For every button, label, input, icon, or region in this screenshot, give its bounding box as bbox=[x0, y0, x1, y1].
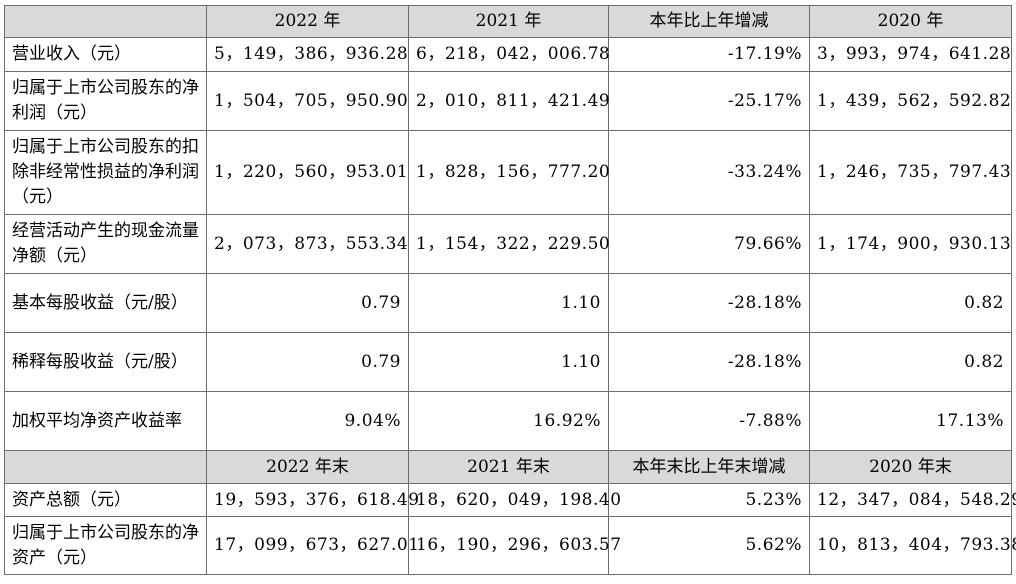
header-cell-2022-end: 2022 年末 bbox=[206, 450, 409, 484]
value-2020: 1，439，562，592.82 bbox=[809, 71, 1012, 131]
value-end-change: 5.62% bbox=[608, 516, 810, 575]
value-end-change: 5.23% bbox=[608, 483, 810, 517]
row-label: 基本每股收益（元/股） bbox=[4, 273, 207, 333]
value-2021-end: 18，620，049，198.40 bbox=[408, 483, 621, 517]
value-2021: 16.92% bbox=[408, 391, 609, 451]
value-2021: 1，154，322，229.50 bbox=[408, 214, 610, 274]
value-2021: 6，218，042，006.78 bbox=[408, 37, 610, 72]
table-row-revenue: 营业收入（元） 5，149，386，936.28 6，218，042，006.7… bbox=[4, 37, 1012, 72]
header-cell bbox=[4, 5, 207, 38]
value-2022: 9.04% bbox=[206, 391, 409, 451]
header-row-annual: 2022 年 2021 年 本年比上年增减 2020 年 bbox=[4, 5, 1012, 38]
table-row-roe: 加权平均净资产收益率 9.04% 16.92% -7.88% 17.13% bbox=[4, 391, 1012, 451]
value-2021: 1，828，156，777.20 bbox=[408, 130, 610, 215]
header-cell-2020-end: 2020 年末 bbox=[809, 450, 1012, 484]
value-2020: 0.82 bbox=[809, 332, 1012, 392]
header-cell-2021-end: 2021 年末 bbox=[408, 450, 609, 484]
row-label: 归属于上市公司股东的扣除非经常性损益的净利润（元） bbox=[4, 130, 207, 215]
value-2022-end: 17，099，673，627.01 bbox=[206, 516, 419, 575]
table-row-total-assets: 资产总额（元） 19，593，376，618.49 18，620，049，198… bbox=[4, 483, 1016, 517]
table-row-net-assets: 归属于上市公司股东的净资产（元） 17，099，673，627.01 16，19… bbox=[4, 516, 1016, 575]
row-label: 归属于上市公司股东的净资产（元） bbox=[4, 516, 207, 575]
value-2022: 0.79 bbox=[206, 332, 409, 392]
value-2021: 1.10 bbox=[408, 332, 609, 392]
value-2020: 1，174，900，930.13 bbox=[809, 214, 1012, 274]
value-2022: 2，073，873，553.34 bbox=[206, 214, 409, 274]
value-2022: 1，504，705，950.90 bbox=[206, 71, 409, 131]
value-2022: 5，149，386，936.28 bbox=[206, 37, 409, 72]
value-2020-end: 10，813，404，793.38 bbox=[809, 516, 1016, 575]
value-change: 79.66% bbox=[608, 214, 810, 274]
row-label: 加权平均净资产收益率 bbox=[4, 391, 207, 451]
header-cell-2020: 2020 年 bbox=[809, 5, 1012, 38]
value-2022-end: 19，593，376，618.49 bbox=[206, 483, 419, 517]
value-2021-end: 16，190，296，603.57 bbox=[408, 516, 621, 575]
value-change: -17.19% bbox=[608, 37, 810, 72]
header-cell-change: 本年比上年增减 bbox=[608, 5, 810, 38]
row-label: 归属于上市公司股东的净利润（元） bbox=[4, 71, 207, 131]
table-row-net-profit: 归属于上市公司股东的净利润（元） 1，504，705，950.90 2，010，… bbox=[4, 71, 1012, 131]
row-label: 营业收入（元） bbox=[4, 37, 207, 72]
value-2021: 1.10 bbox=[408, 273, 609, 333]
header-row-year-end: 2022 年末 2021 年末 本年末比上年末增减 2020 年末 bbox=[4, 450, 1012, 484]
header-cell-2022: 2022 年 bbox=[206, 5, 409, 38]
value-change: -33.24% bbox=[608, 130, 810, 215]
value-2021: 2，010，811，421.49 bbox=[408, 71, 610, 131]
value-2022: 0.79 bbox=[206, 273, 409, 333]
value-2020-end: 12，347，084，548.29 bbox=[809, 483, 1016, 517]
value-2020: 0.82 bbox=[809, 273, 1012, 333]
header-cell-end-change: 本年末比上年末增减 bbox=[608, 450, 810, 484]
value-2020: 17.13% bbox=[809, 391, 1012, 451]
value-2022: 1，220，560，953.01 bbox=[206, 130, 409, 215]
value-2020: 3，993，974，641.28 bbox=[809, 37, 1012, 72]
financial-summary-table: 2022 年 2021 年 本年比上年增减 2020 年 营业收入（元） 5，1… bbox=[4, 5, 1016, 575]
value-2020: 1，246，735，797.43 bbox=[809, 130, 1012, 215]
table-row-net-profit-excl: 归属于上市公司股东的扣除非经常性损益的净利润（元） 1，220，560，953.… bbox=[4, 130, 1012, 215]
header-cell-2021: 2021 年 bbox=[408, 5, 609, 38]
value-change: -25.17% bbox=[608, 71, 810, 131]
table-row-basic-eps: 基本每股收益（元/股） 0.79 1.10 -28.18% 0.82 bbox=[4, 273, 1012, 333]
value-change: -28.18% bbox=[608, 332, 810, 392]
header-cell bbox=[4, 450, 207, 484]
row-label: 经营活动产生的现金流量净额（元） bbox=[4, 214, 207, 274]
table-row-diluted-eps: 稀释每股收益（元/股） 0.79 1.10 -28.18% 0.82 bbox=[4, 332, 1012, 392]
value-change: -28.18% bbox=[608, 273, 810, 333]
value-change: -7.88% bbox=[608, 391, 810, 451]
table-row-operating-cash-flow: 经营活动产生的现金流量净额（元） 2，073，873，553.34 1，154，… bbox=[4, 214, 1012, 274]
row-label: 稀释每股收益（元/股） bbox=[4, 332, 207, 392]
row-label: 资产总额（元） bbox=[4, 483, 207, 517]
